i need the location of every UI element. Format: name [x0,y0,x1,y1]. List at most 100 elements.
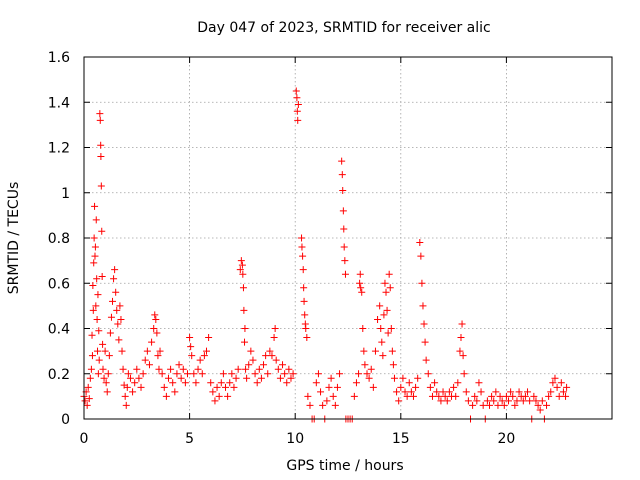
data-point [457,334,465,342]
y-tick-label: 0.2 [48,367,70,383]
data-point [551,374,559,382]
data-point [139,370,147,378]
data-point [115,336,123,344]
data-point [381,279,389,287]
data-point [270,334,278,342]
y-tick-label: 1.4 [48,95,70,111]
data-point [124,370,132,378]
y-tick-label: 0.4 [48,322,70,338]
data-point [390,374,398,382]
data-point [129,388,137,396]
data-point [145,361,153,369]
data-point [338,157,346,165]
data-point [156,347,164,355]
data-point [441,392,449,400]
data-point [272,356,280,364]
data-point [94,291,102,299]
data-point [435,392,443,400]
data-point [426,383,434,391]
data-point [255,365,263,373]
data-point [397,383,405,391]
data-point [91,243,99,251]
data-point [412,383,420,391]
x-tick-label: 20 [497,431,515,447]
data-point [419,302,427,310]
data-point [133,365,141,373]
data-point [85,395,93,403]
data-point [317,388,325,396]
data-point [104,370,112,378]
data-point [92,302,100,310]
y-tick-label: 0 [61,412,70,428]
data-point [89,282,97,290]
data-point [234,365,242,373]
data-point [97,182,105,190]
data-point [450,383,458,391]
data-point [160,383,168,391]
data-point [92,216,100,224]
data-point [238,261,246,269]
data-point [186,334,194,342]
data-point [152,315,160,323]
data-point [405,379,413,387]
data-point [94,370,102,378]
data-point [96,116,104,124]
data-point [357,284,365,292]
data-point [99,365,107,373]
data-point [230,383,238,391]
data-point [361,361,369,369]
data-point [183,370,191,378]
data-point [150,325,158,332]
data-point [363,370,371,378]
x-tick-label: 5 [185,431,194,447]
data-point [515,388,523,396]
data-point [471,392,479,400]
data-point [393,388,401,396]
data-point [477,388,485,396]
data-point [377,325,385,332]
data-point [224,392,232,400]
data-point [88,352,96,360]
data-point [409,392,417,400]
data-point [464,397,472,405]
data-point [367,365,375,373]
data-point [266,347,274,355]
data-point [319,401,327,409]
data-point [336,370,344,378]
data-point [358,288,366,296]
data-point [211,397,219,405]
data-point [148,338,156,346]
data-point [443,397,451,405]
data-point [175,361,183,369]
data-point [549,379,557,387]
data-point [264,370,272,378]
data-point [257,374,265,382]
data-point [93,275,101,283]
data-point [200,352,208,360]
data-point [219,370,227,378]
data-point [99,340,107,348]
data-point [365,374,373,382]
data-point [100,374,108,382]
data-point [385,270,393,278]
data-point [292,87,300,95]
data-point [131,379,139,387]
data-point [486,401,494,409]
data-point [217,379,225,387]
data-point [323,397,331,405]
data-point [95,327,103,335]
data-point [167,365,175,373]
data-point [530,392,538,400]
data-point [456,347,464,355]
data-point [126,374,134,382]
data-point [113,306,121,314]
data-point [162,392,170,400]
data-point [355,370,363,378]
data-point [111,266,119,274]
data-point [422,356,430,364]
data-point [306,401,314,409]
data-point [458,320,466,328]
data-point [177,374,185,382]
data-point [194,365,202,373]
data-point [106,329,114,337]
